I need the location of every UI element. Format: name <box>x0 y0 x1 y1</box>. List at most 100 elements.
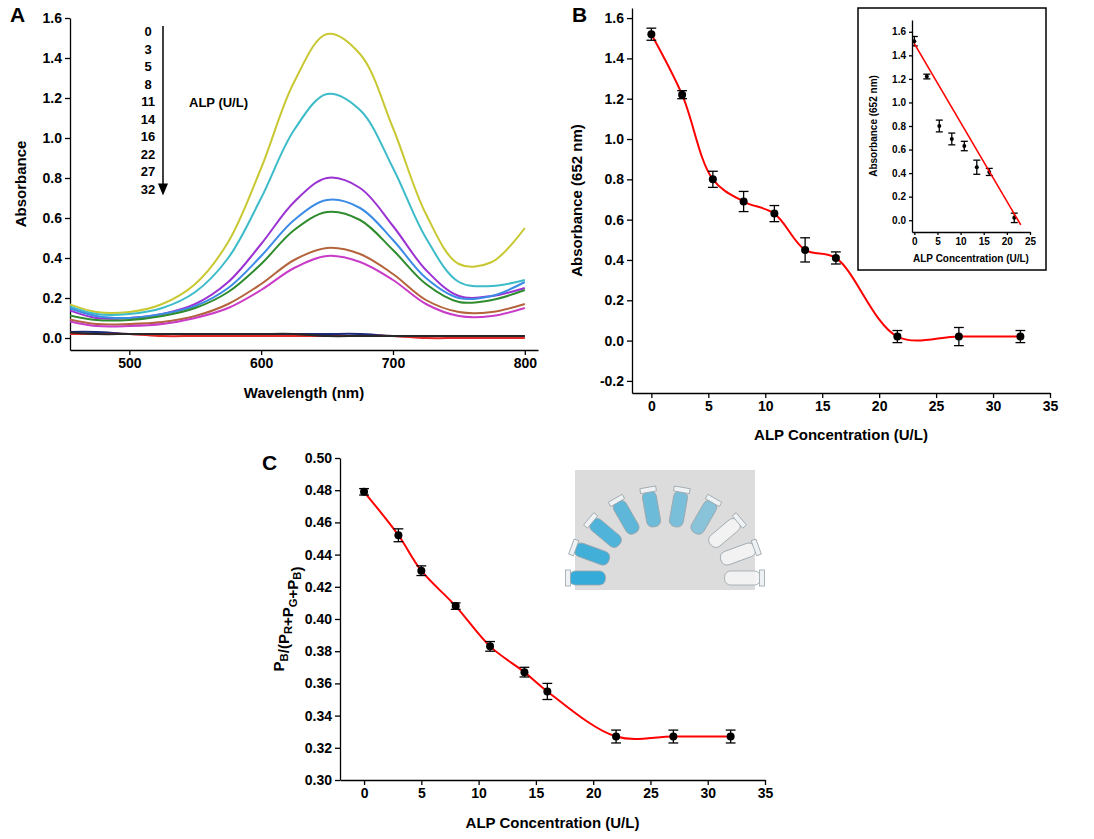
legend-entry: 11 <box>141 94 155 109</box>
tick-label: 0 <box>361 785 369 801</box>
error-cap <box>948 144 955 145</box>
tick-label: 25 <box>929 398 945 414</box>
tick: 0.2 <box>43 290 70 306</box>
error-bar <box>739 191 749 211</box>
tube-cap <box>760 570 765 586</box>
tick-label: 35 <box>1043 398 1059 414</box>
tick-mark <box>335 458 340 459</box>
tick-label: 1.4 <box>892 50 906 61</box>
marker <box>937 124 941 128</box>
tick-label: 0.6 <box>605 212 625 228</box>
tick: 20 <box>1002 232 1014 247</box>
tick-label: 30 <box>700 785 716 801</box>
tube-body <box>569 571 605 585</box>
legend-title: ALP (U/L) <box>189 95 248 110</box>
error-cap <box>611 742 621 743</box>
panel: 05101520250.00.20.40.60.81.01.21.41.6ALP… <box>858 8 1046 270</box>
axis-line <box>341 780 766 781</box>
error-bar <box>451 603 461 609</box>
tick-mark <box>909 32 912 33</box>
tick-label: 800 <box>514 355 538 371</box>
tick: 1.0 <box>43 130 70 146</box>
tick: 1.6 <box>43 10 70 26</box>
tick: 1.2 <box>892 74 912 85</box>
tick: 1.4 <box>892 50 912 61</box>
tick-label: 0.44 <box>305 547 332 563</box>
tick-mark <box>65 98 70 99</box>
photo <box>565 470 764 590</box>
tick: 1.0 <box>605 131 632 147</box>
tick: 800 <box>514 350 538 371</box>
axis: 500600700800 <box>71 350 539 371</box>
tick-label: 15 <box>529 785 545 801</box>
tick: 10 <box>956 232 968 247</box>
tick-label: 10 <box>471 785 487 801</box>
error-cap <box>394 541 404 542</box>
tick: 1.6 <box>892 26 912 37</box>
marker <box>832 254 840 262</box>
tube <box>569 539 612 568</box>
text-part: ) <box>288 567 305 572</box>
error-bar <box>677 91 687 99</box>
tick-mark <box>335 715 340 716</box>
panel: 051015202530350.300.320.340.360.380.400.… <box>262 450 773 831</box>
tick-mark <box>335 522 340 523</box>
tube <box>608 494 642 537</box>
error-cap <box>892 330 902 331</box>
tick: 25 <box>929 393 945 414</box>
series-line <box>70 34 525 313</box>
tick-label: 1.0 <box>605 131 625 147</box>
error-cap <box>954 345 964 346</box>
legend-entry: 0 <box>144 24 151 39</box>
tick-label: 0.8 <box>892 121 906 132</box>
figure: 5006007008000.00.20.40.60.81.01.21.41.6A… <box>0 0 1094 839</box>
error-cap <box>769 221 779 222</box>
error-cap <box>912 36 918 37</box>
tick-mark <box>335 490 340 491</box>
tick-label: 1.6 <box>43 10 63 26</box>
series-line <box>70 94 525 315</box>
error-cap <box>520 667 530 668</box>
tick: 0.0 <box>605 333 632 349</box>
marker <box>678 91 686 99</box>
tick: 30 <box>986 393 1002 414</box>
tube-cap <box>608 494 624 506</box>
tick-label: 35 <box>758 785 774 801</box>
tick: 0.46 <box>305 514 340 530</box>
error-cap <box>485 651 495 652</box>
tick-mark <box>909 55 912 56</box>
axis: 0510152025 <box>912 232 1036 247</box>
tick-label: 15 <box>979 236 991 247</box>
tick: 0.36 <box>305 675 340 691</box>
error-bar <box>1015 331 1025 343</box>
error-cap <box>708 187 718 188</box>
error-cap <box>485 641 495 642</box>
text-part: Absorbance (652 nm) <box>568 124 585 277</box>
tube-cap <box>674 486 691 494</box>
tick-label: 5 <box>705 398 713 414</box>
error-cap <box>800 237 810 238</box>
tick: 0.44 <box>305 547 340 563</box>
tick-label: 0.38 <box>305 643 332 659</box>
error-cap <box>961 141 968 142</box>
tick-label: 25 <box>643 785 659 801</box>
tick: 5 <box>418 780 426 801</box>
marker <box>520 668 528 676</box>
y-axis-title: Absorbance (652 nm) <box>568 124 585 277</box>
tick-mark <box>65 218 70 219</box>
tick-mark <box>335 651 340 652</box>
tick: 0.6 <box>43 210 70 226</box>
axis-line <box>913 232 1031 233</box>
error-cap <box>800 261 810 262</box>
tube-cap <box>565 570 570 586</box>
tick-mark <box>65 138 70 139</box>
tick-label: 0 <box>912 236 918 247</box>
tick-mark <box>335 554 340 555</box>
legend-arrowhead <box>158 184 168 196</box>
tick: 0 <box>912 232 918 247</box>
marker <box>452 602 460 610</box>
tick: 20 <box>872 393 888 414</box>
tick-label: 10 <box>956 236 968 247</box>
tube-body <box>719 541 758 566</box>
tick-label: 25 <box>1025 236 1037 247</box>
